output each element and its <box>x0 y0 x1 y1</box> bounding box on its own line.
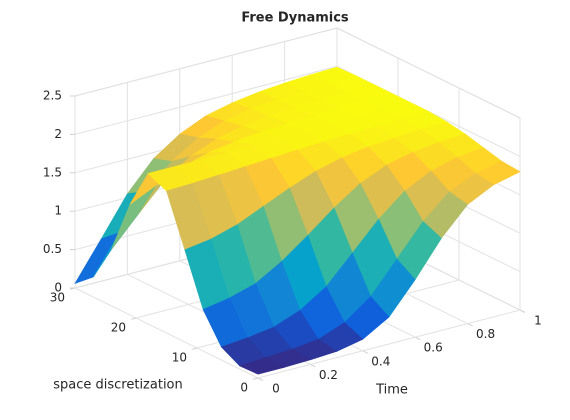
x-tick-label: 0.6 <box>424 341 443 355</box>
x-tick-mark <box>310 363 316 368</box>
x-tick-mark <box>519 309 526 313</box>
z-tick-label: 0.5 <box>43 242 62 256</box>
x-tick-label: 0.4 <box>371 354 390 368</box>
surface-patch <box>74 232 121 284</box>
x-tick-label: 0.2 <box>319 368 338 382</box>
chart-title: Free Dynamics <box>241 11 349 26</box>
y-tick-mark <box>191 347 198 350</box>
x-tick-label: 0 <box>272 382 280 396</box>
z-tick-label: 0 <box>54 281 62 295</box>
grid-line <box>257 309 521 379</box>
surface-patch <box>238 357 286 375</box>
y-tick-label: 0 <box>240 381 248 395</box>
x-tick-mark <box>257 377 264 381</box>
y-tick-label: 30 <box>50 291 65 305</box>
y-tick-label: 20 <box>111 321 126 335</box>
x-tick-mark <box>467 323 473 327</box>
x-tick-label: 0.8 <box>476 327 495 341</box>
x-tick-mark <box>362 350 369 354</box>
z-tick-label: 1.5 <box>43 165 62 179</box>
x-tick-label: 1 <box>534 314 542 328</box>
x-tick-mark <box>414 336 421 341</box>
z-tick-label: 2.5 <box>43 89 62 103</box>
y-axis-label: space discretization <box>53 378 183 393</box>
x-axis-label: Time <box>375 383 408 398</box>
y-tick-mark <box>130 317 137 320</box>
grid-line <box>74 287 259 379</box>
grid-line <box>336 27 521 119</box>
z-tick-label: 2 <box>54 127 62 141</box>
grid-line <box>74 27 338 97</box>
y-tick-label: 10 <box>172 351 187 365</box>
grid-line <box>74 65 338 135</box>
z-tick-label: 1 <box>54 204 62 218</box>
y-tick-mark <box>252 377 259 380</box>
